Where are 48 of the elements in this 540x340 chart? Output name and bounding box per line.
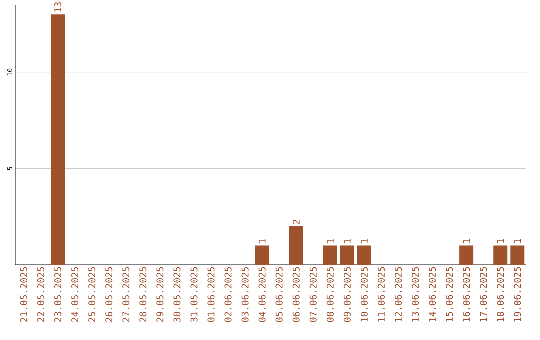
- bar: [323, 246, 338, 266]
- x-tick-label: 06.06.2025: [292, 267, 300, 322]
- data-label: 1: [463, 239, 470, 244]
- x-tick-label: 02.06.2025: [224, 267, 232, 322]
- x-tick-label: 08.06.2025: [326, 267, 334, 322]
- bar: [340, 246, 354, 266]
- data-label: 1: [514, 239, 522, 244]
- x-tick-label: 26.05.2025: [106, 267, 113, 322]
- x-tick-label: 19.06.2025: [514, 267, 522, 322]
- x-tick-label: 11.06.2025: [378, 267, 385, 322]
- bar: [289, 226, 304, 266]
- x-tick-label: 10.06.2025: [360, 267, 368, 322]
- x-tick-label: 23.05.2025: [54, 267, 62, 322]
- x-tick-label: 04.06.2025: [258, 267, 266, 322]
- x-tick-label: 18.06.2025: [497, 267, 504, 322]
- x-tick-label: 09.06.2025: [344, 267, 351, 322]
- x-tick-label: 14.06.2025: [429, 267, 436, 322]
- bar: [51, 14, 66, 266]
- x-tick-label: 13.06.2025: [412, 267, 420, 322]
- x-tick-label: 15.06.2025: [446, 267, 454, 322]
- data-label: 1: [361, 239, 368, 244]
- bar: [357, 246, 372, 266]
- x-tick-label: 21.05.2025: [20, 267, 28, 322]
- x-tick-label: 27.05.2025: [122, 267, 130, 322]
- bar: [510, 246, 525, 266]
- x-tick-label: 30.05.2025: [174, 267, 181, 322]
- data-label: 2: [292, 220, 300, 224]
- x-tick-label: 05.06.2025: [276, 267, 283, 322]
- x-tick-label: 12.06.2025: [394, 267, 402, 322]
- data-label: 13: [54, 2, 62, 12]
- x-tick-label: 01.06.2025: [208, 267, 215, 322]
- data-label: 1: [344, 239, 351, 244]
- x-tick-label: 17.06.2025: [480, 267, 488, 322]
- bar: [494, 246, 508, 266]
- data-label: 1: [327, 239, 334, 244]
- bar: [255, 246, 270, 266]
- bar: [460, 246, 474, 266]
- x-tick-label: 03.06.2025: [242, 267, 249, 322]
- x-tick-label: 29.05.2025: [156, 267, 164, 322]
- x-tick-label: 31.05.2025: [190, 267, 198, 322]
- x-tick-label: 28.05.2025: [140, 267, 147, 322]
- x-tick-label: 22.05.2025: [38, 267, 45, 322]
- x-tick-label: 16.06.2025: [463, 267, 470, 322]
- x-tick-label: 25.05.2025: [88, 267, 96, 322]
- data-label: 1: [258, 239, 266, 244]
- data-label: 1: [497, 239, 504, 244]
- x-tick-label: 07.06.2025: [310, 267, 317, 322]
- x-tick-label: 24.05.2025: [72, 267, 79, 322]
